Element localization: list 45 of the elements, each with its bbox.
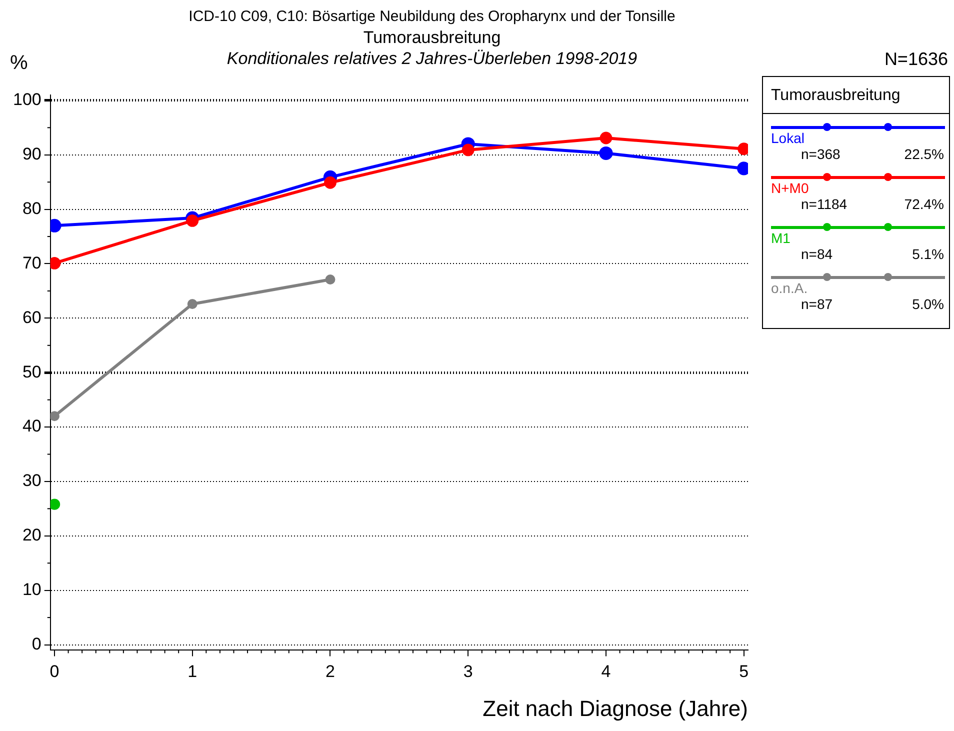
- y-tick-label: 60: [22, 308, 42, 327]
- text: N=1636: [884, 49, 948, 70]
- text: n=87: [801, 296, 833, 312]
- y-tick-label: 70: [22, 253, 42, 272]
- y-tick-label: 50: [22, 362, 42, 382]
- point: [324, 176, 336, 189]
- legend-title: Tumorausbreitung: [763, 77, 949, 114]
- x-tick-label: 4: [601, 662, 611, 682]
- x-tick-label: 1: [188, 662, 198, 682]
- x-tick-label: 5: [739, 662, 749, 682]
- y-tick-label: 30: [22, 471, 42, 490]
- point: [50, 411, 60, 422]
- point: [325, 274, 336, 285]
- text: o.n.A.: [771, 279, 808, 296]
- text: 72.4%: [904, 196, 944, 212]
- x-axis-title: Zeit nach Diagnose (Jahre): [482, 696, 748, 721]
- y-tick-label: 20: [22, 526, 42, 545]
- text: M1: [771, 229, 790, 246]
- text: 22.5%: [904, 146, 944, 162]
- text: Konditionales relatives 2 Jahres-Überleben 1998-2019: [226, 49, 638, 68]
- x-tick-label: 0: [50, 662, 60, 682]
- point: [462, 144, 474, 156]
- text: 5.1%: [912, 246, 944, 262]
- chart-title: ICD-10 C09, C10: Bösartige Neubildung des Oropharynx und der Tonsille: [188, 8, 676, 25]
- point: [599, 146, 613, 160]
- point: [50, 498, 60, 510]
- x-tick-label: 3: [463, 662, 473, 682]
- text: n=368: [801, 146, 840, 162]
- y-tick-label: 100: [12, 90, 42, 110]
- y-tick-label: 40: [22, 416, 42, 436]
- chart-subtitle: Tumorausbreitung: [362, 28, 502, 48]
- y-tick-label: 0: [32, 634, 42, 654]
- point: [600, 132, 612, 144]
- text: n=1184: [801, 196, 848, 212]
- point: [186, 214, 199, 227]
- x-tick-label: 2: [326, 662, 335, 682]
- y-axis-title: %: [10, 52, 28, 75]
- text: N+M0: [771, 179, 809, 196]
- text: 5.0%: [912, 296, 944, 312]
- text: n=84: [801, 246, 833, 262]
- y-tick-label: 10: [22, 580, 42, 600]
- y-tick-label: 90: [22, 144, 42, 164]
- y-tick-label: 80: [22, 198, 42, 218]
- point: [187, 299, 198, 310]
- text: Lokal: [771, 129, 804, 146]
